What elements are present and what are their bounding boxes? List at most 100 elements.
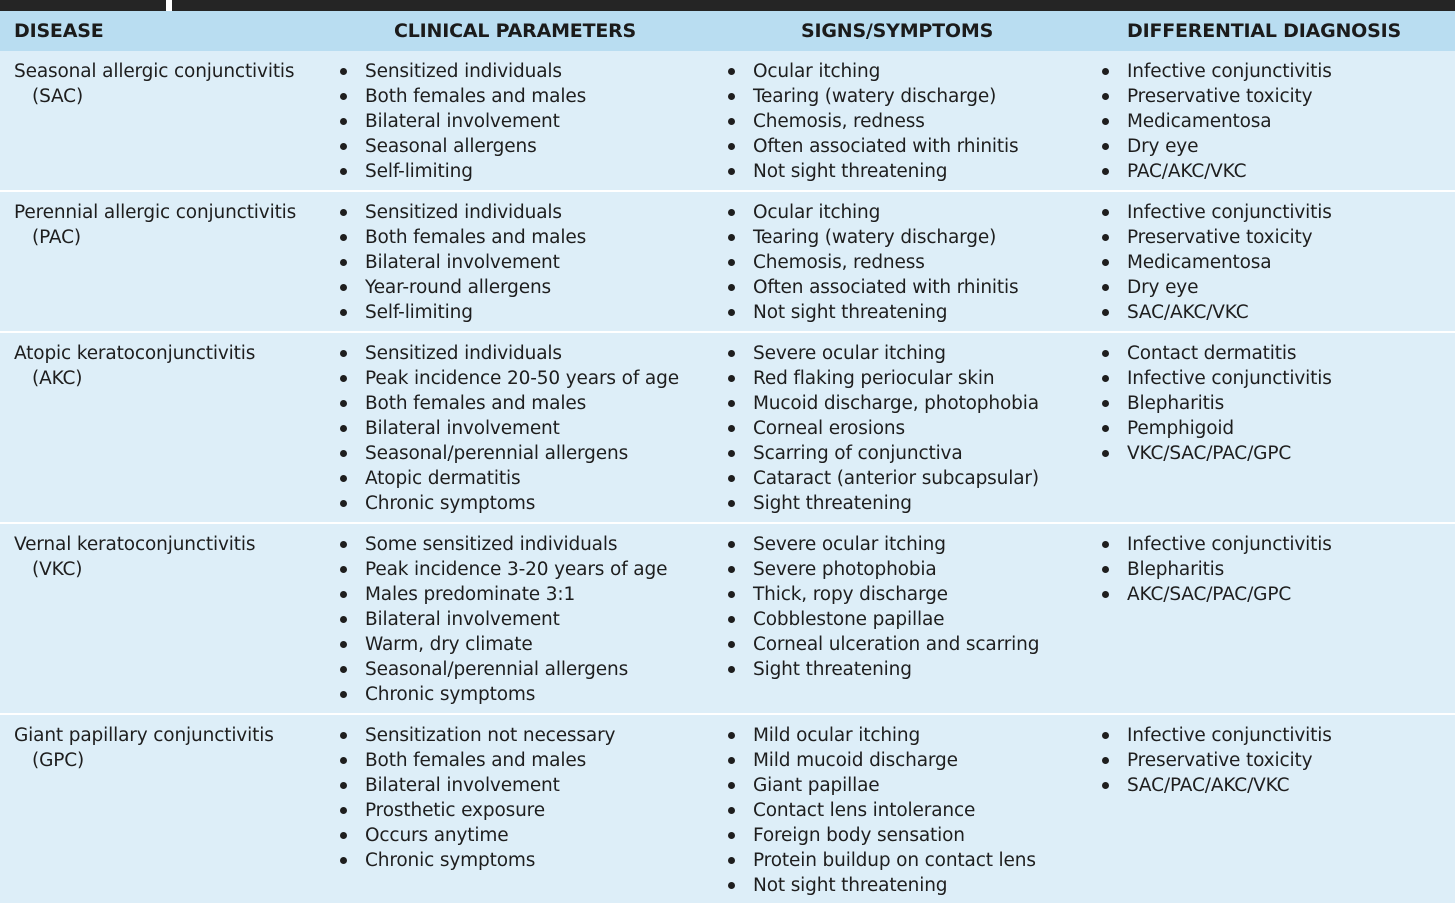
- sign-symptom-item: Contact lens intolerance: [726, 798, 1036, 823]
- sign-symptom-item: Often associated with rhinitis: [726, 134, 1019, 159]
- differential-diagnosis-item: Preservative toxicity: [1100, 748, 1332, 773]
- clinical-parameter-item: Self-limiting: [338, 300, 586, 325]
- sign-symptom-item: Severe photophobia: [726, 557, 1039, 582]
- differential-diagnosis-item: Medicamentosa: [1100, 109, 1332, 134]
- differential-diagnosis-item: AKC/SAC/PAC/GPC: [1100, 582, 1332, 607]
- sign-symptom-item: Protein buildup on contact lens: [726, 848, 1036, 873]
- bullet-list: Infective conjunctivitis Preservative tox…: [1100, 200, 1332, 325]
- clinical-parameter-item: Peak incidence 20-50 years of age: [338, 366, 679, 391]
- disease-name: Seasonal allergic conjunctivitis: [14, 61, 295, 82]
- table-row: Perennial allergic conjunctivitis (PAC) Se…: [0, 192, 1455, 333]
- differential-diagnosis-item: Dry eye: [1100, 134, 1332, 159]
- sign-symptom-item: Mucoid discharge, photophobia: [726, 391, 1039, 416]
- sign-symptom-item: Scarring of conjunctiva: [726, 441, 1039, 466]
- differential-diagnosis-item: Blepharitis: [1100, 391, 1332, 416]
- signs-symptoms-cell: Severe ocular itching Severe photophobia T…: [726, 532, 1039, 682]
- differential-diagnosis-cell: Infective conjunctivitis Blepharitis AKC/S…: [1100, 532, 1332, 607]
- clinical-parameter-item: Chronic symptoms: [338, 491, 679, 516]
- bullet-list: Sensitization not necessary Both females …: [338, 723, 615, 873]
- table-header: DISEASE CLINICAL PARAMETERS SIGNS/SYMPTO…: [0, 11, 1455, 51]
- disease-abbreviation: (SAC): [32, 86, 84, 107]
- clinical-parameters-cell: Sensitized individuals Both females and m…: [338, 200, 586, 325]
- differential-diagnosis-item: VKC/SAC/PAC/GPC: [1100, 441, 1332, 466]
- sign-symptom-item: Sight threatening: [726, 491, 1039, 516]
- clinical-parameter-item: Sensitization not necessary: [338, 723, 615, 748]
- sign-symptom-item: Sight threatening: [726, 657, 1039, 682]
- differential-diagnosis-item: Infective conjunctivitis: [1100, 200, 1332, 225]
- clinical-parameter-item: Males predominate 3:1: [338, 582, 667, 607]
- bullet-list: Contact dermatitis Infective conjunctivit…: [1100, 341, 1332, 466]
- sign-symptom-item: Thick, ropy discharge: [726, 582, 1039, 607]
- differential-diagnosis-cell: Infective conjunctivitis Preservative tox…: [1100, 200, 1332, 325]
- clinical-parameter-item: Year-round allergens: [338, 275, 586, 300]
- disease-abbreviation: (AKC): [32, 368, 83, 389]
- clinical-parameter-item: Both females and males: [338, 748, 615, 773]
- sign-symptom-item: Not sight threatening: [726, 300, 1019, 325]
- column-header-differential-diagnosis: DIFFERENTIAL DIAGNOSIS: [1127, 20, 1401, 42]
- clinical-parameter-item: Atopic dermatitis: [338, 466, 679, 491]
- sign-symptom-item: Ocular itching: [726, 200, 1019, 225]
- clinical-parameter-item: Seasonal allergens: [338, 134, 586, 159]
- sign-symptom-item: Chemosis, redness: [726, 109, 1019, 134]
- bullet-list: Mild ocular itching Mild mucoid discharge…: [726, 723, 1036, 898]
- bullet-list: Severe ocular itching Severe photophobia T…: [726, 532, 1039, 682]
- differential-diagnosis-item: Infective conjunctivitis: [1100, 723, 1332, 748]
- clinical-parameter-item: Sensitized individuals: [338, 341, 679, 366]
- bullet-list: Sensitized individuals Both females and m…: [338, 200, 586, 325]
- differential-diagnosis-item: Contact dermatitis: [1100, 341, 1332, 366]
- bullet-list: Some sensitized individuals Peak incidenc…: [338, 532, 667, 707]
- differential-diagnosis-item: Dry eye: [1100, 275, 1332, 300]
- column-header-clinical-parameters: CLINICAL PARAMETERS: [394, 20, 637, 42]
- column-header-disease: DISEASE: [14, 20, 104, 42]
- bullet-list: Ocular itching Tearing (watery discharge)…: [726, 200, 1019, 325]
- bullet-list: Infective conjunctivitis Preservative tox…: [1100, 59, 1332, 184]
- clinical-parameter-item: Bilateral involvement: [338, 250, 586, 275]
- clinical-parameters-cell: Sensitization not necessary Both females …: [338, 723, 615, 873]
- differential-diagnosis-cell: Contact dermatitis Infective conjunctivit…: [1100, 341, 1332, 466]
- differential-diagnosis-item: Preservative toxicity: [1100, 84, 1332, 109]
- top-bar-divider: [166, 0, 172, 11]
- column-header-signs-symptoms: SIGNS/SYMPTOMS: [801, 20, 994, 42]
- disease-abbreviation: (GPC): [32, 750, 85, 771]
- sign-symptom-item: Severe ocular itching: [726, 341, 1039, 366]
- sign-symptom-item: Not sight threatening: [726, 873, 1036, 898]
- clinical-parameter-item: Both females and males: [338, 225, 586, 250]
- clinical-parameter-item: Prosthetic exposure: [338, 798, 615, 823]
- sign-symptom-item: Mild mucoid discharge: [726, 748, 1036, 773]
- disease-cell: Atopic keratoconjunctivitis (AKC): [14, 341, 255, 391]
- sign-symptom-item: Ocular itching: [726, 59, 1019, 84]
- clinical-parameters-cell: Sensitized individuals Peak incidence 20-…: [338, 341, 679, 516]
- sign-symptom-item: Corneal ulceration and scarring: [726, 632, 1039, 657]
- sign-symptom-item: Cobblestone papillae: [726, 607, 1039, 632]
- signs-symptoms-cell: Ocular itching Tearing (watery discharge)…: [726, 200, 1019, 325]
- clinical-parameter-item: Bilateral involvement: [338, 109, 586, 134]
- clinical-parameters-cell: Sensitized individuals Both females and m…: [338, 59, 586, 184]
- sign-symptom-item: Corneal erosions: [726, 416, 1039, 441]
- table-row: Vernal keratoconjunctivitis (VKC) Some sen…: [0, 524, 1455, 715]
- differential-diagnosis-item: SAC/PAC/AKC/VKC: [1100, 773, 1332, 798]
- bullet-list: Infective conjunctivitis Blepharitis AKC/S…: [1100, 532, 1332, 607]
- clinical-parameter-item: Sensitized individuals: [338, 59, 586, 84]
- clinical-parameter-item: Some sensitized individuals: [338, 532, 667, 557]
- clinical-parameter-item: Bilateral involvement: [338, 773, 615, 798]
- clinical-parameter-item: Bilateral involvement: [338, 607, 667, 632]
- clinical-parameter-item: Occurs anytime: [338, 823, 615, 848]
- sign-symptom-item: Giant papillae: [726, 773, 1036, 798]
- differential-diagnosis-item: Infective conjunctivitis: [1100, 532, 1332, 557]
- signs-symptoms-cell: Severe ocular itching Red flaking periocu…: [726, 341, 1039, 516]
- table-row: Giant papillary conjunctivitis (GPC) Sensi…: [0, 715, 1455, 905]
- bullet-list: Sensitized individuals Both females and m…: [338, 59, 586, 184]
- sign-symptom-item: Tearing (watery discharge): [726, 225, 1019, 250]
- disease-name: Perennial allergic conjunctivitis: [14, 202, 297, 223]
- clinical-parameter-item: Warm, dry climate: [338, 632, 667, 657]
- disease-name: Atopic keratoconjunctivitis: [14, 343, 256, 364]
- disease-cell: Vernal keratoconjunctivitis (VKC): [14, 532, 256, 582]
- differential-diagnosis-item: PAC/AKC/VKC: [1100, 159, 1332, 184]
- disease-name: Giant papillary conjunctivitis: [14, 725, 274, 746]
- differential-diagnosis-cell: Infective conjunctivitis Preservative tox…: [1100, 59, 1332, 184]
- disease-cell: Seasonal allergic conjunctivitis (SAC): [14, 59, 295, 109]
- disease-cell: Perennial allergic conjunctivitis (PAC): [14, 200, 296, 250]
- clinical-parameter-item: Both females and males: [338, 84, 586, 109]
- differential-diagnosis-item: Infective conjunctivitis: [1100, 366, 1332, 391]
- sign-symptom-item: Foreign body sensation: [726, 823, 1036, 848]
